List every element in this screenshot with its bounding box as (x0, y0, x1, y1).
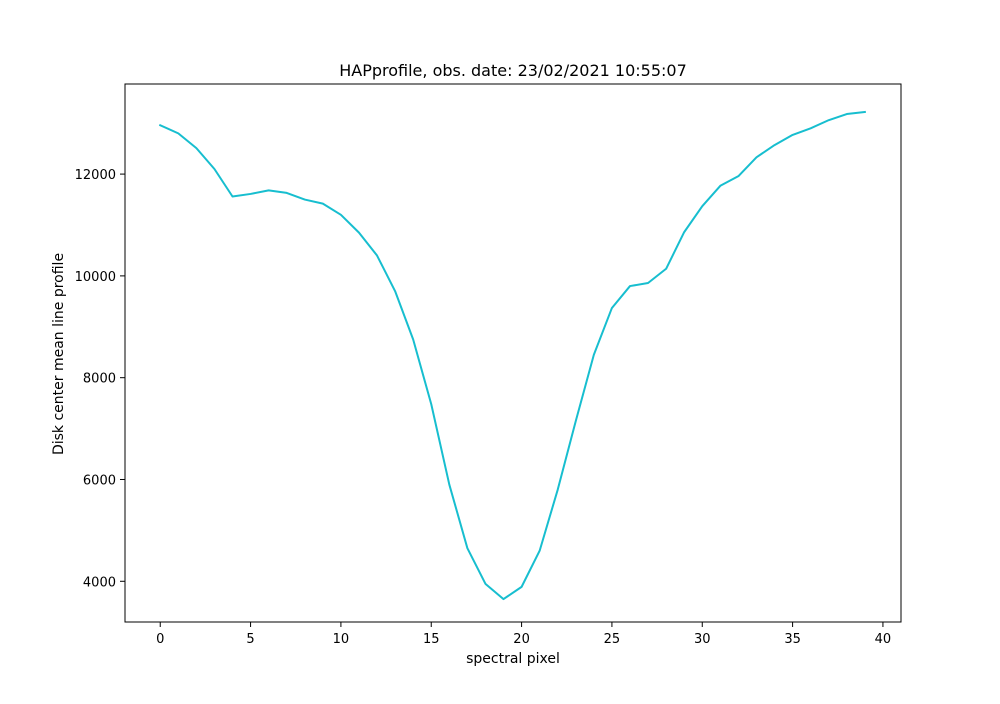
x-tick-label: 30 (694, 632, 711, 647)
y-tick-label: 8000 (83, 372, 116, 387)
y-axis-label: Disk center mean line profile (51, 253, 67, 455)
chart-title: HAPprofile, obs. date: 23/02/2021 10:55:… (339, 61, 687, 80)
x-tick-label: 10 (333, 632, 350, 647)
plot-area: 0 5 10 15 20 25 30 35 40 4000 6000 8000 10000 12000 (75, 83, 902, 647)
x-axis-label: spectral pixel (466, 651, 560, 667)
series-line-0 (158, 110, 866, 601)
y-tick-label: 12000 (75, 168, 116, 183)
plot-frame (124, 83, 902, 623)
y-tick-label: 10000 (75, 270, 116, 285)
x-tick-label: 25 (604, 632, 621, 647)
x-tick-label: 40 (875, 632, 892, 647)
x-tick-label: 0 (156, 632, 164, 647)
x-tick-label: 15 (423, 632, 440, 647)
x-tick-label: 5 (246, 632, 254, 647)
y-tick-label: 6000 (83, 473, 116, 488)
y-tick-label: 4000 (83, 575, 116, 590)
x-tick-label: 35 (784, 632, 801, 647)
x-tick-label: 20 (513, 632, 530, 647)
